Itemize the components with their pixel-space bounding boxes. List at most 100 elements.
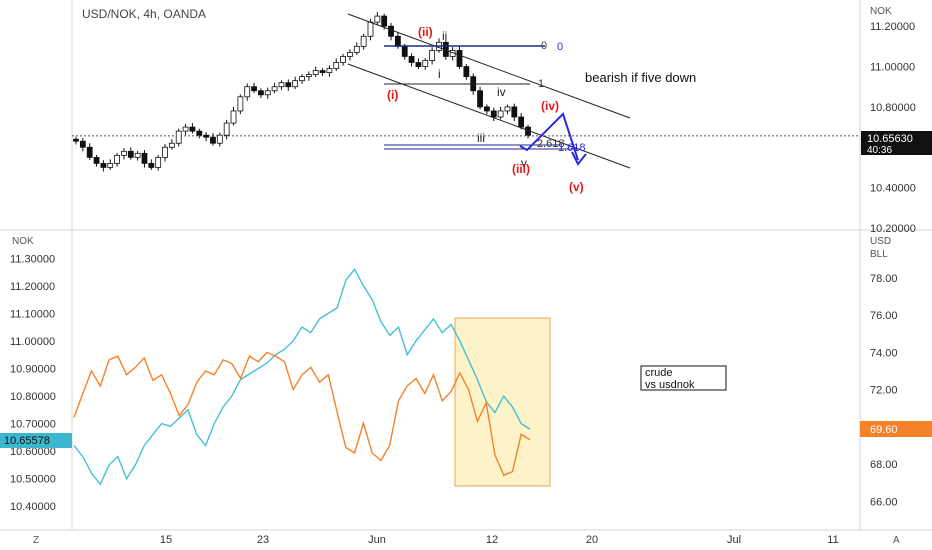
candle-body (340, 56, 346, 63)
candle-body (237, 96, 244, 112)
candle-body (381, 15, 388, 27)
candle-body (223, 122, 230, 136)
candle-body (258, 90, 264, 96)
candle-body (278, 82, 285, 88)
right-axis-unit-line2: BLL (870, 249, 888, 260)
candle-body (484, 106, 490, 112)
candle-body (319, 70, 326, 73)
channel-upper-line (347, 13, 631, 119)
candle-body (121, 150, 127, 156)
time-tick-label: 23 (257, 534, 269, 546)
left-tick-label: 11.00000 (10, 336, 55, 348)
candle-body (182, 126, 189, 132)
right-last-badge (860, 421, 932, 437)
candle-body (305, 74, 312, 78)
time-tick-label: 12 (486, 534, 498, 546)
candle-body (210, 136, 216, 144)
candle-body (107, 163, 114, 168)
candle-body (114, 154, 120, 164)
time-axis[interactable]: 15 23 Jun 12 20 Jul 11 (160, 534, 839, 546)
candle-body (292, 80, 299, 88)
candle-body (401, 45, 408, 57)
candle-body (196, 130, 203, 136)
series-line-crude (73, 351, 531, 477)
left-axis-ticks: 11.30000 11.20000 11.10000 11.00000 10.90000… (10, 253, 56, 513)
candle-body (86, 146, 93, 158)
wave-label-iv-paren: (iv) (541, 99, 559, 113)
candle-body (429, 50, 436, 61)
candle-body (394, 35, 401, 47)
candle-body (230, 110, 237, 124)
bearish-note: bearish if five down (585, 70, 696, 85)
fib-label-0-blue: 0 (557, 41, 563, 53)
time-tick-label: 15 (160, 534, 172, 546)
bar-countdown: 40:36 (867, 145, 892, 156)
legend-text-line2: vs usdnok (645, 379, 695, 391)
candle-body (415, 62, 422, 67)
left-tick-label: 10.90000 (10, 363, 56, 375)
candle-body (422, 60, 429, 67)
wave-label-iv: iv (497, 85, 506, 99)
right-last-value: 69.60 (870, 424, 898, 436)
candle-body (155, 156, 162, 168)
candle-body (100, 163, 107, 168)
price-tick-label: 10.80000 (870, 102, 916, 114)
left-last-value: 10.65578 (4, 435, 50, 447)
fib-label-2618: 2.618 (537, 138, 565, 150)
series-lines (73, 268, 531, 486)
candle-body (477, 90, 483, 108)
candle-body (463, 66, 470, 78)
candle-body (216, 134, 223, 144)
right-tick-label: 66.00 (870, 496, 898, 508)
price-pane[interactable]: USD/NOK, 4h, OANDA NOK 11.20000 11.00000 1… (72, 6, 932, 235)
fib-label-1: 1 (538, 78, 544, 90)
right-tick-label: 76.00 (870, 310, 898, 322)
right-tick-label: 74.00 (870, 347, 898, 359)
series-line-usdnok (73, 268, 531, 486)
left-tick-label: 10.80000 (10, 391, 56, 403)
wave-drawings: 0 0 1 2.618 1.618 bearish if five down (… (347, 13, 696, 194)
candle-body (360, 35, 367, 47)
right-tick-label: 72.00 (870, 385, 898, 397)
candle-body (134, 152, 141, 158)
left-last-badge (0, 433, 72, 448)
price-tick-label: 11.20000 (870, 21, 915, 33)
price-axis-unit: NOK (870, 6, 892, 17)
comparison-pane[interactable]: NOK USD BLL 11.30000 11.20000 11.10000 11.0… (0, 236, 932, 513)
candle-body (347, 52, 353, 57)
chart-title: USD/NOK, 4h, OANDA (82, 7, 206, 21)
wave-label-iii: iii (477, 131, 485, 145)
price-tick-label: 11.00000 (870, 62, 915, 74)
wave-label-v-paren: (v) (569, 180, 584, 194)
candle-body (374, 15, 381, 23)
candle-body (264, 90, 271, 96)
wave-label-i-paren: (i) (387, 88, 398, 102)
candle-body (168, 142, 175, 148)
wave-label-ii-paren: (ii) (418, 25, 433, 39)
candle-body (367, 21, 374, 37)
candle-body (148, 163, 155, 168)
left-tick-label: 10.40000 (10, 501, 56, 513)
time-tick-label: 20 (586, 534, 598, 546)
auto-scale-button[interactable]: A (893, 535, 900, 546)
channel-lower-line (347, 63, 631, 169)
candle-body (497, 110, 504, 118)
left-tick-label: 10.60000 (10, 446, 56, 458)
last-price-value: 10.65630 (867, 133, 913, 145)
fib-label-0: 0 (541, 40, 547, 52)
left-tick-label: 10.50000 (10, 474, 56, 486)
wave-label-i: i (438, 67, 441, 81)
candle-body (511, 106, 518, 118)
candle-body (175, 130, 182, 144)
candle-body (408, 56, 415, 63)
candle-body (490, 110, 497, 118)
right-tick-label: 78.00 (870, 273, 898, 285)
price-tick-label: 10.40000 (870, 183, 916, 195)
zoom-button[interactable]: Z (33, 535, 39, 546)
candle-body (518, 116, 525, 128)
left-tick-label: 10.70000 (10, 419, 56, 431)
time-tick-label: Jun (368, 534, 386, 546)
highlight-box (454, 317, 551, 487)
candle-body (251, 86, 257, 92)
